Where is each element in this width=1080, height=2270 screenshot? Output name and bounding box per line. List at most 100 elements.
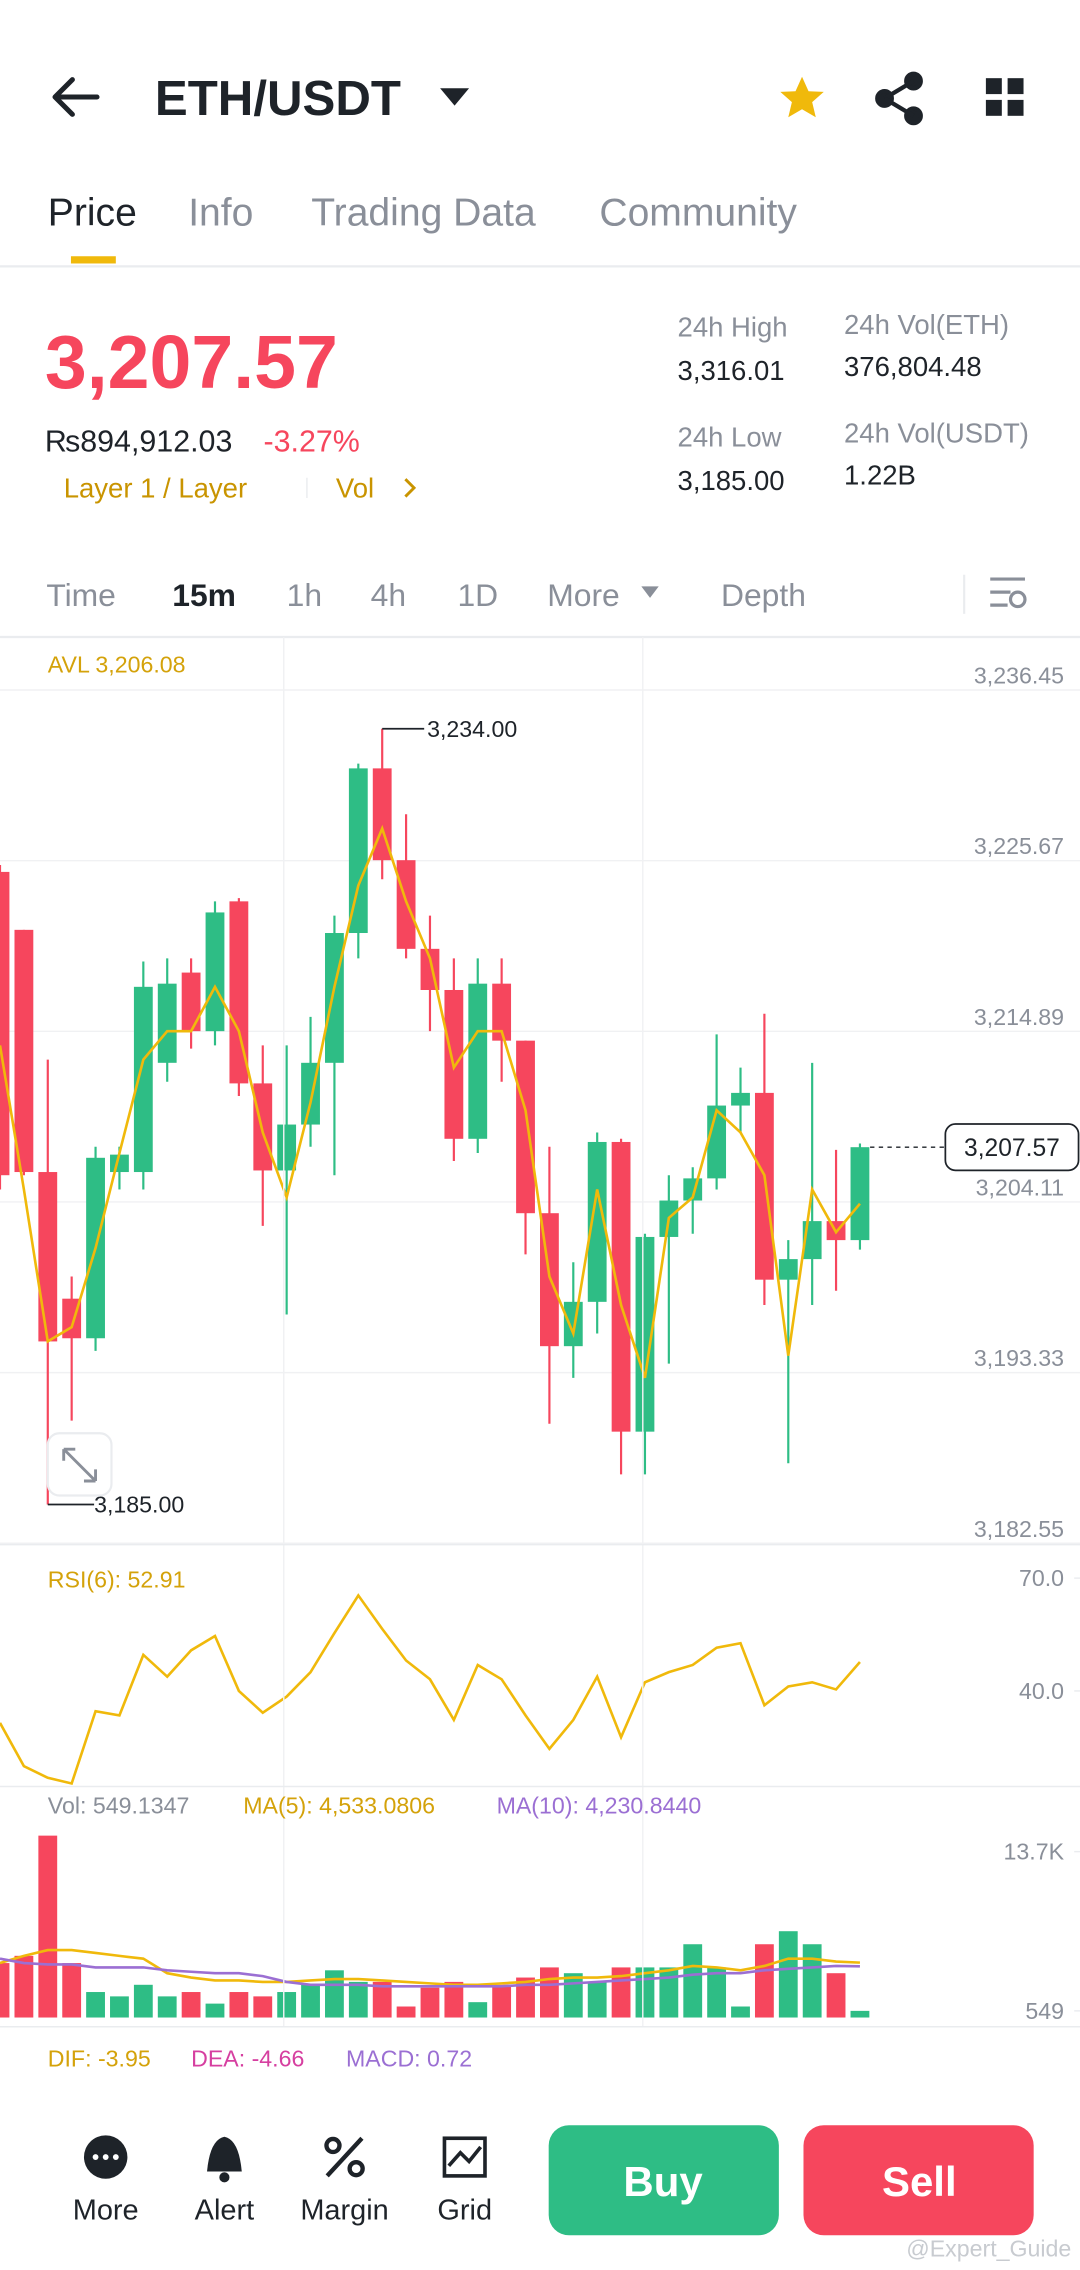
stat-label: 24h High <box>678 312 788 343</box>
volume-ma-line <box>0 1948 860 1987</box>
candle-body <box>492 983 512 1041</box>
rsi-line <box>0 1593 861 1786</box>
volume-bar <box>516 1977 535 2018</box>
volume-bar <box>86 1992 105 2018</box>
nav-icon[interactable] <box>207 2136 242 2183</box>
favorite-star[interactable] <box>780 76 824 118</box>
interval[interactable]: Time <box>46 577 116 613</box>
macd-dea: DEA: -4.66 <box>191 2046 304 2072</box>
volume-bar <box>850 2010 870 2018</box>
candle-body <box>348 768 368 934</box>
candle-body <box>850 1147 870 1241</box>
volume-bar <box>492 1984 512 2018</box>
volume-bar <box>778 1931 798 2018</box>
volume-bar <box>587 1981 607 2018</box>
last-price: 3,207.57 <box>45 320 338 404</box>
candle-body <box>229 901 249 1084</box>
candle-body <box>325 933 344 1063</box>
chevron <box>404 478 417 498</box>
nav-label[interactable]: Margin <box>300 2195 388 2227</box>
interval[interactable]: 1h <box>287 577 322 613</box>
volume-bar <box>14 1955 34 2018</box>
candle-body <box>277 1124 297 1171</box>
stat-value: 3,316.01 <box>678 355 785 386</box>
candle-body <box>133 986 153 1173</box>
ma-line <box>0 824 861 1379</box>
share-button[interactable] <box>875 71 923 126</box>
volume-bar <box>348 1981 368 2018</box>
y-tick-label: 40.0 <box>1019 1678 1064 1704</box>
sell-label[interactable]: Sell <box>882 2158 957 2205</box>
nav-label[interactable]: Grid <box>437 2195 492 2227</box>
tag-link[interactable]: Layer 1 / Layer <box>64 472 247 503</box>
vol-link[interactable]: Vol <box>336 472 374 503</box>
pair-dropdown[interactable] <box>440 88 470 106</box>
price-chart: 3,236.45 3,225.67 3,214.89 3,204.11 3,193.33… <box>0 663 1080 2024</box>
volume-bar <box>229 1992 249 2018</box>
nav-icon[interactable] <box>83 2135 128 2179</box>
stat-label: 24h Vol(USDT) <box>844 417 1029 448</box>
expand-button[interactable] <box>46 1432 113 1497</box>
y-tick-label: 3,182.55 <box>974 1516 1064 1542</box>
tab[interactable]: Price <box>48 191 137 234</box>
candle-body <box>778 1259 798 1280</box>
vol-label: Vol: 549.1347 <box>48 1792 190 1818</box>
interval[interactable]: 4h <box>371 577 406 613</box>
tab[interactable]: Community <box>599 191 797 234</box>
sell-button[interactable] <box>803 2125 1034 2236</box>
stat-value: 376,804.48 <box>844 351 982 382</box>
buy-label[interactable]: Buy <box>623 2158 703 2205</box>
menu-grid[interactable] <box>985 78 1024 116</box>
ma5-label: MA(5): 4,533.0806 <box>243 1792 435 1818</box>
volume-bar <box>659 1967 679 2018</box>
candle-body <box>205 912 225 1032</box>
stat-value: 1.22B <box>844 459 916 490</box>
pair-title[interactable]: ETH/USDT <box>155 71 401 126</box>
candle-body <box>563 1301 583 1347</box>
interval[interactable]: Depth <box>721 577 806 613</box>
buy-button[interactable] <box>548 2125 779 2236</box>
candle-body <box>611 1141 631 1432</box>
volume-bar <box>563 1973 583 2018</box>
stat-value: 3,185.00 <box>678 465 785 496</box>
ma10-label: MA(10): 4,230.8440 <box>497 1792 702 1818</box>
candle-body <box>468 983 488 1139</box>
nav-label[interactable]: Alert <box>195 2195 255 2227</box>
y-tick-label: 3,204.11 <box>976 1174 1064 1200</box>
interval[interactable]: More <box>547 577 620 613</box>
candle-body <box>754 1092 774 1280</box>
tab[interactable]: Info <box>188 191 253 234</box>
volume-bar <box>540 1967 559 2018</box>
chart-settings[interactable] <box>990 577 1027 609</box>
interval[interactable]: 1D <box>457 577 498 613</box>
macd-value: MACD: 0.72 <box>346 2046 472 2072</box>
volume-bar <box>181 1992 201 2018</box>
nav-icon[interactable] <box>442 2136 487 2178</box>
local-price: ₨894,912.03 <box>45 425 232 459</box>
volume-bar <box>157 1996 177 2018</box>
y-tick-label: 3,193.33 <box>974 1345 1064 1371</box>
nav-label[interactable]: More <box>73 2195 139 2227</box>
nav-icon[interactable] <box>324 2136 365 2178</box>
volume-bar <box>277 1992 297 2018</box>
candle-body <box>14 929 34 1173</box>
volume-ma-line <box>0 1957 860 1988</box>
stat-label: 24h Low <box>678 422 782 453</box>
candle-body <box>587 1141 607 1302</box>
volume-bar <box>205 2003 225 2018</box>
volume-bar <box>731 2006 750 2018</box>
tab[interactable]: Trading Data <box>311 191 536 234</box>
macd-dif: DIF: -3.95 <box>48 2046 151 2072</box>
interval[interactable]: 15m <box>172 577 236 613</box>
volume-bar <box>38 1835 58 2018</box>
volume-bar <box>325 1970 344 2018</box>
volume-bar <box>444 1981 464 2018</box>
back-button[interactable] <box>52 77 100 117</box>
candle-body <box>38 1172 58 1342</box>
volume-bar <box>420 1987 440 2018</box>
stat-label: 24h Vol(ETH) <box>844 309 1009 340</box>
volume-bar <box>683 1944 703 2018</box>
tab-indicator <box>70 256 116 264</box>
